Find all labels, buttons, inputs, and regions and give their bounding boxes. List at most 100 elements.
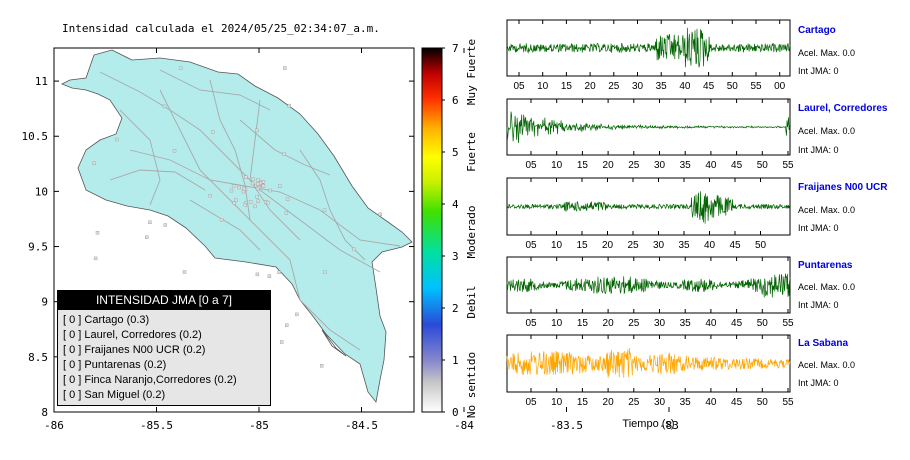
x-tick-label: -83.5 — [550, 419, 583, 432]
station-marker — [261, 179, 266, 184]
station-jma: Int JMA: 0 — [798, 145, 839, 155]
x-tick-label: -83 — [659, 419, 679, 432]
station-marker — [219, 218, 224, 222]
station-name-fraijanes: Fraijanes N00 UCR — [798, 182, 888, 193]
waveform-trace — [506, 347, 791, 378]
station-marker — [92, 161, 96, 166]
station-marker — [95, 230, 100, 235]
legend-item: [ 0 ] Puntarenas (0.2) — [63, 359, 167, 371]
colorbar-category-label: Debil — [465, 285, 478, 318]
time-tick-label: 20 — [602, 240, 614, 251]
time-tick-label: 15 — [561, 81, 573, 92]
time-tick-label: 30 — [654, 160, 666, 171]
colorbar-tick-label: 0 — [452, 406, 459, 419]
station-jma: Int JMA: 0 — [798, 300, 839, 310]
time-tick-label: 05 — [525, 160, 537, 171]
waveform-panel-2: 05 10 15 20 25 30 35 40 45 50 — [506, 177, 791, 251]
time-tick-label: 50 — [755, 240, 767, 251]
station-jma: Int JMA: 0 — [798, 378, 839, 388]
time-tick-label: 10 — [551, 240, 563, 251]
station-marker — [266, 200, 270, 205]
time-tick-label: 40 — [705, 318, 717, 329]
y-tick-label: 10 — [35, 185, 48, 198]
time-tick-label: 15 — [576, 240, 588, 251]
time-tick-label: 25 — [628, 397, 640, 408]
time-tick-label: 45 — [731, 397, 743, 408]
panel-frame — [506, 177, 791, 236]
station-jma: Int JMA: 0 — [798, 66, 839, 76]
time-tick-label: 00 — [774, 81, 786, 92]
station-accel: Acel. Max. 0.0 — [798, 360, 856, 370]
y-tick-label: 10.5 — [22, 130, 49, 143]
station-marker — [232, 201, 237, 205]
time-tick-label: 25 — [628, 318, 640, 329]
time-tick-label: 40 — [705, 397, 717, 408]
time-tick-label: 50 — [727, 81, 739, 92]
road-line — [189, 199, 261, 251]
time-tick-label: 35 — [656, 81, 668, 92]
time-tick-label: 25 — [608, 81, 620, 92]
station-marker — [320, 364, 324, 368]
colorbar-tick-label: 4 — [452, 198, 459, 211]
colorbar-tick-label: 1 — [452, 354, 459, 367]
time-tick-label: 45 — [703, 81, 715, 92]
road-line — [129, 149, 401, 247]
road-line — [159, 69, 271, 111]
colorbar-category-label: Moderado — [465, 206, 478, 259]
station-marker — [229, 188, 234, 193]
time-tick-label: 30 — [654, 318, 666, 329]
station-marker — [255, 272, 260, 277]
waveform-panel-3: 05 10 15 20 25 30 35 40 45 50 55 — [506, 256, 794, 329]
station-accel: Acel. Max. 0.0 — [798, 205, 856, 215]
costa-rica-land — [61, 49, 413, 403]
station-marker — [256, 178, 260, 182]
station-accel: Acel. Max. 0.0 — [798, 48, 856, 58]
station-marker — [283, 66, 287, 70]
intensity-legend: INTENSIDAD JMA [0 a 7] [ 0 ] Cartago (0.… — [57, 290, 271, 406]
colorbar-tick-label: 5 — [452, 146, 459, 159]
station-marker — [278, 184, 282, 188]
waveform-panel-0: 05 10 15 20 25 30 35 40 45 50 55 00 — [506, 19, 791, 92]
time-tick-label: 25 — [627, 240, 639, 251]
road-line — [299, 149, 366, 261]
station-marker — [231, 184, 236, 188]
y-tick-label: 11 — [35, 75, 48, 88]
station-marker — [323, 270, 327, 274]
station-jma: Int JMA: 0 — [798, 223, 839, 233]
time-tick-label: 10 — [551, 160, 563, 171]
time-tick-label: 05 — [525, 318, 537, 329]
station-marker — [234, 198, 238, 202]
station-marker — [280, 340, 284, 344]
station-marker — [210, 130, 215, 134]
legend-item: [ 0 ] San Miguel (0.2) — [63, 389, 166, 401]
time-tick-label: 55 — [750, 81, 762, 92]
station-marker — [322, 208, 327, 213]
road-line — [99, 71, 381, 273]
station-marker — [148, 220, 152, 225]
time-tick-label: 35 — [680, 160, 692, 171]
station-marker — [287, 103, 291, 108]
time-tick-label: 55 — [782, 160, 794, 171]
road-line — [239, 119, 331, 176]
station-marker — [178, 66, 183, 70]
road-line — [119, 109, 161, 206]
station-marker — [144, 235, 149, 239]
colorbar-category-label: Muy Fuerte — [465, 39, 478, 105]
station-marker — [267, 274, 272, 278]
road-line — [249, 99, 301, 241]
waveform-trace — [506, 27, 791, 68]
x-axis-label: Tiempo (s) — [622, 418, 674, 430]
station-accel: Acel. Max. 0.0 — [798, 126, 856, 136]
time-tick-label: 20 — [603, 160, 615, 171]
time-tick-label: 15 — [577, 397, 589, 408]
station-marker — [244, 175, 248, 179]
time-tick-label: 45 — [731, 160, 743, 171]
station-marker — [285, 323, 289, 327]
station-marker — [256, 182, 260, 186]
time-tick-label: 05 — [513, 81, 525, 92]
time-tick-label: 10 — [537, 81, 549, 92]
road-line — [209, 79, 251, 221]
station-accel: Acel. Max. 0.0 — [798, 282, 856, 292]
time-tick-label: 40 — [704, 240, 716, 251]
station-marker — [248, 200, 253, 204]
